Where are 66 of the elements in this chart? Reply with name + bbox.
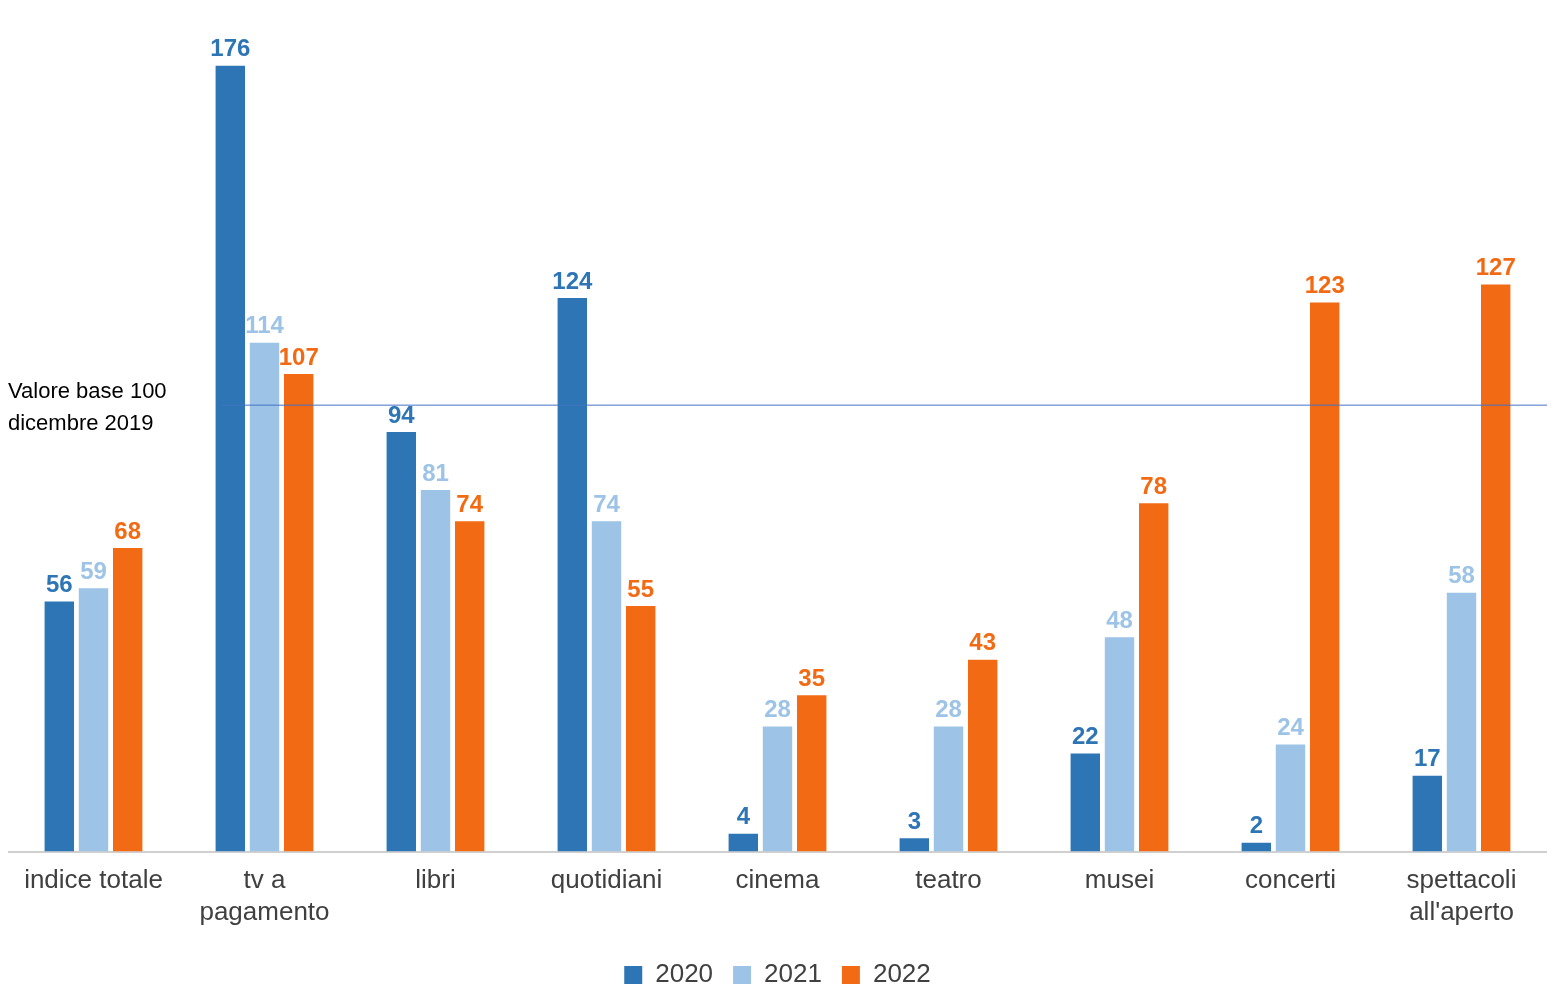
bar	[591, 521, 622, 852]
x-tick-label: tv a pagamento	[199, 864, 330, 926]
x-tick-label: teatro	[915, 864, 982, 895]
data-label: 56	[45, 570, 73, 598]
data-label: 94	[387, 400, 416, 428]
bar	[1480, 284, 1511, 852]
data-label: 78	[1140, 472, 1168, 499]
bar	[1104, 637, 1135, 852]
x-tick-label: spettacoli all'aperto	[1406, 864, 1517, 926]
bar	[967, 659, 998, 852]
x-tick-label: cinema	[735, 864, 820, 895]
bar	[420, 489, 451, 852]
data-label: 17	[1413, 744, 1441, 772]
bar	[899, 838, 930, 852]
bar	[1138, 503, 1169, 852]
legend-label: 2020	[655, 958, 714, 989]
data-label: 81	[422, 458, 449, 486]
bar	[249, 342, 280, 852]
data-label: 58	[1448, 561, 1475, 589]
x-tick-label: musei	[1084, 864, 1155, 895]
data-label: 55	[627, 574, 655, 602]
data-label: 74	[593, 489, 621, 517]
bar	[78, 588, 109, 852]
bar	[386, 431, 417, 852]
x-tick-label: indice totale	[24, 864, 163, 895]
legend-label: 2022	[872, 958, 931, 989]
data-label: 74	[456, 489, 484, 517]
bar	[1275, 744, 1306, 852]
data-label: 114	[245, 311, 285, 339]
bar	[1309, 302, 1340, 852]
bar	[1412, 775, 1443, 852]
x-tick-label: concerti	[1244, 864, 1337, 895]
bar	[796, 695, 827, 852]
data-label: 127	[1475, 253, 1516, 281]
bar	[215, 65, 246, 852]
bar	[1446, 592, 1477, 852]
bar	[762, 726, 793, 852]
bar	[557, 298, 588, 852]
data-label: 4	[736, 802, 751, 830]
data-label: 28	[764, 695, 791, 723]
x-tick-label: libri	[415, 864, 456, 895]
bar	[44, 601, 75, 852]
bar	[112, 548, 143, 852]
data-label: 176	[210, 34, 251, 62]
bar	[933, 726, 964, 852]
ref-line-label: Valore base 100 dicembre 2019	[8, 378, 167, 436]
data-label: 35	[798, 663, 826, 691]
data-label: 24	[1277, 713, 1305, 741]
bar	[454, 521, 485, 852]
data-label: 123	[1304, 271, 1345, 299]
data-label: 43	[969, 628, 997, 656]
data-label: 48	[1106, 605, 1133, 633]
bar	[1070, 753, 1101, 852]
data-label: 59	[80, 556, 107, 584]
bar	[283, 373, 314, 852]
x-tick-label: quotidiani	[550, 864, 663, 895]
data-label: 124	[552, 266, 593, 294]
bar	[728, 833, 759, 852]
legend-label: 2021	[764, 958, 822, 989]
data-label: 28	[935, 695, 962, 723]
data-label: 22	[1071, 722, 1099, 750]
data-label: 3	[907, 806, 921, 834]
bar	[625, 606, 656, 852]
data-label: 2	[1249, 811, 1263, 839]
data-label: 68	[114, 516, 142, 544]
data-label: 107	[278, 342, 319, 370]
